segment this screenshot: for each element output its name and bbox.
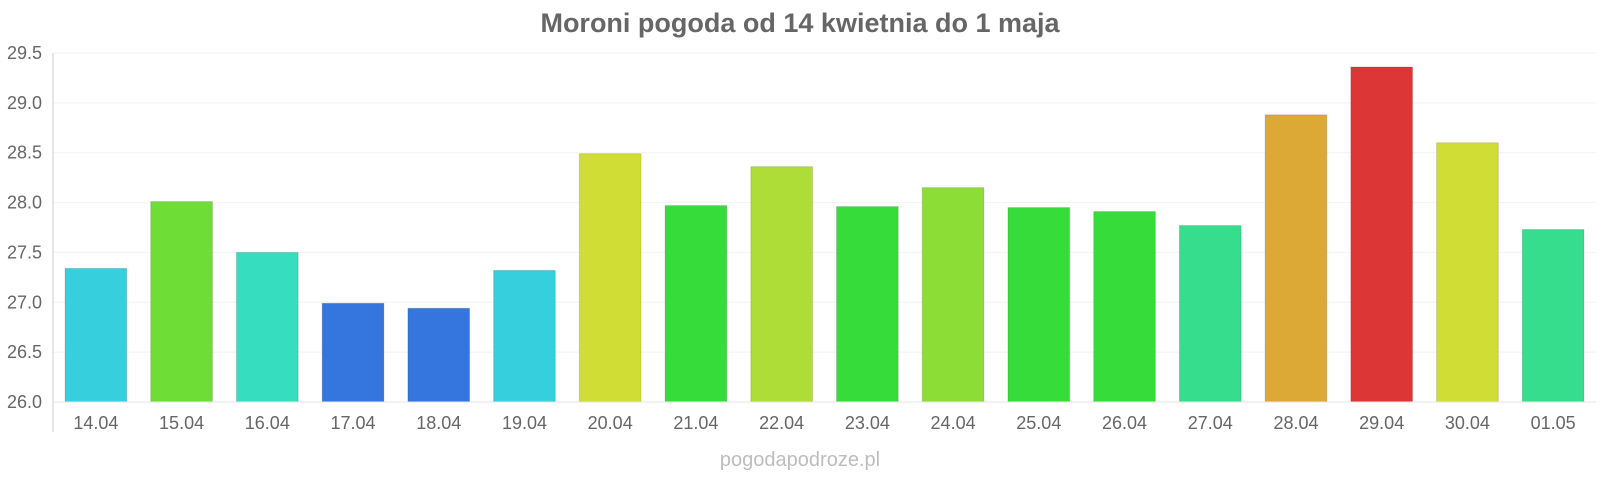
y-tick-label: 27.5 <box>7 242 42 262</box>
chart-title: Moroni pogoda od 14 kwietnia do 1 maja <box>540 8 1060 38</box>
x-tick-label: 25.04 <box>1016 413 1061 433</box>
x-tick-label: 14.04 <box>73 413 118 433</box>
x-tick-label: 21.04 <box>673 413 718 433</box>
bar-18.04[interactable] <box>407 307 471 403</box>
bar-29.04[interactable] <box>1350 66 1414 403</box>
y-tick-label: 28.5 <box>7 143 42 163</box>
bar-28.04[interactable] <box>1264 114 1328 403</box>
x-tick-label: 22.04 <box>759 413 804 433</box>
bar-22.04[interactable] <box>750 166 814 403</box>
x-tick-label: 26.04 <box>1102 413 1147 433</box>
bar-20.04[interactable] <box>578 153 642 403</box>
x-tick-label: 20.04 <box>588 413 633 433</box>
bar-26.04[interactable] <box>1093 211 1156 403</box>
x-axis: 14.04 15.04 16.04 17.04 18.04 19.04 20.04 21.04… <box>53 401 1596 433</box>
y-tick-label: 26.0 <box>7 392 42 412</box>
x-tick-label: 17.04 <box>331 413 376 433</box>
bar-27.04[interactable] <box>1178 225 1242 403</box>
bar-15.04[interactable] <box>150 201 213 403</box>
bar-14.04[interactable] <box>64 267 128 403</box>
bars <box>64 66 1585 403</box>
bar-17.04[interactable] <box>321 302 385 403</box>
gridlines <box>53 52 1596 353</box>
bar-21.04[interactable] <box>664 205 728 403</box>
x-tick-label: 30.04 <box>1445 413 1490 433</box>
x-tick-label: 16.04 <box>245 413 290 433</box>
y-axis: 26.0 26.5 27.0 27.5 28.0 28.5 29.0 29.5 <box>7 43 54 432</box>
y-tick-label: 29.0 <box>7 93 42 113</box>
x-tick-label: 19.04 <box>502 413 547 433</box>
watermark: pogodapodroze.pl <box>719 449 881 471</box>
x-tick-label: 29.04 <box>1359 413 1404 433</box>
x-tick-label: 01.05 <box>1531 413 1576 433</box>
y-tick-label: 26.5 <box>7 342 42 362</box>
bar-16.04[interactable] <box>235 251 299 403</box>
y-tick-label: 28.0 <box>7 193 42 213</box>
bar-19.04[interactable] <box>493 269 556 403</box>
bar-01.05[interactable] <box>1521 228 1585 403</box>
bar-25.04[interactable] <box>1007 207 1071 403</box>
x-tick-label: 27.04 <box>1188 413 1233 433</box>
x-tick-label: 28.04 <box>1273 413 1318 433</box>
bar-23.04[interactable] <box>836 206 899 403</box>
y-tick-label: 29.5 <box>7 43 42 63</box>
x-tick-label: 24.04 <box>931 413 976 433</box>
bar-24.04[interactable] <box>921 187 985 403</box>
bar-30.04[interactable] <box>1436 142 1499 403</box>
x-tick-label: 23.04 <box>845 413 890 433</box>
x-tick-label: 15.04 <box>159 413 204 433</box>
x-tick-label: 18.04 <box>416 413 461 433</box>
y-tick-label: 27.0 <box>7 292 42 312</box>
